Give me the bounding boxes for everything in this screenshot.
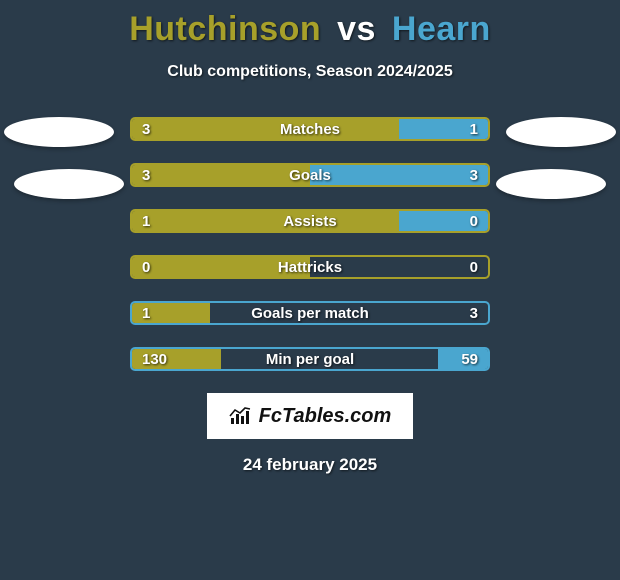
- branding-badge: FcTables.com: [207, 393, 413, 439]
- stat-row: 13Goals per match: [130, 301, 490, 325]
- decorative-oval: [496, 169, 606, 199]
- stat-row: 33Goals: [130, 163, 490, 187]
- stat-label: Hattricks: [132, 257, 488, 277]
- title-player2: Hearn: [392, 10, 491, 48]
- stat-label: Matches: [132, 119, 488, 139]
- snapshot-date: 24 february 2025: [0, 455, 620, 475]
- title-vs: vs: [337, 10, 376, 48]
- stat-label: Goals: [132, 165, 488, 185]
- stat-label: Min per goal: [132, 349, 488, 369]
- stat-label: Assists: [132, 211, 488, 231]
- stat-label: Goals per match: [132, 303, 488, 323]
- stat-row: 00Hattricks: [130, 255, 490, 279]
- title-player1: Hutchinson: [129, 10, 321, 48]
- branding-text: FcTables.com: [259, 405, 392, 428]
- decorative-oval: [506, 117, 616, 147]
- page-title: Hutchinson vs Hearn: [0, 0, 620, 49]
- stat-row: 10Assists: [130, 209, 490, 233]
- decorative-oval: [14, 169, 124, 199]
- branding-chart-icon: [229, 406, 253, 426]
- stat-row: 13059Min per goal: [130, 347, 490, 371]
- stat-row: 31Matches: [130, 117, 490, 141]
- comparison-chart: 31Matches 33Goals 10Assists 00Hattricks 13Go…: [0, 117, 620, 371]
- decorative-oval: [4, 117, 114, 147]
- subtitle: Club competitions, Season 2024/2025: [0, 63, 620, 81]
